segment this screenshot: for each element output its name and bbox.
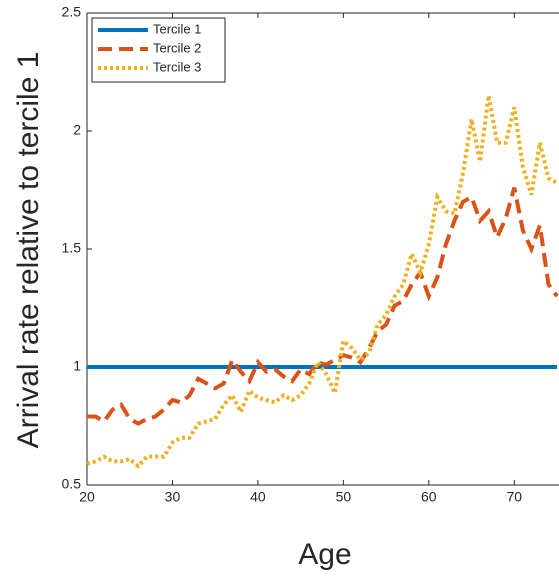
- x-tick-label: 70: [506, 489, 522, 505]
- y-tick-label: 2: [73, 122, 81, 138]
- x-tick-label: 50: [336, 489, 352, 505]
- x-tick-label: 30: [165, 489, 181, 505]
- y-tick-label: 1: [73, 358, 81, 374]
- legend-label: Tercile 1: [153, 21, 201, 36]
- y-tick-label: 1.5: [62, 240, 82, 256]
- y-tick-label: 0.5: [62, 476, 82, 492]
- series-line: [87, 95, 558, 469]
- x-tick-label: 40: [250, 489, 266, 505]
- y-tick-label: 2.5: [62, 4, 82, 20]
- plot-area: [87, 95, 559, 469]
- x-tick-label: 60: [421, 489, 437, 505]
- legend-label: Tercile 2: [153, 40, 201, 55]
- x-tick-label: 20: [79, 489, 95, 505]
- x-axis-label: Age: [298, 538, 351, 571]
- series-line: [87, 187, 559, 426]
- y-axis-label: Arrival rate relative to tercile 1: [12, 52, 45, 449]
- legend-label: Tercile 3: [153, 59, 201, 74]
